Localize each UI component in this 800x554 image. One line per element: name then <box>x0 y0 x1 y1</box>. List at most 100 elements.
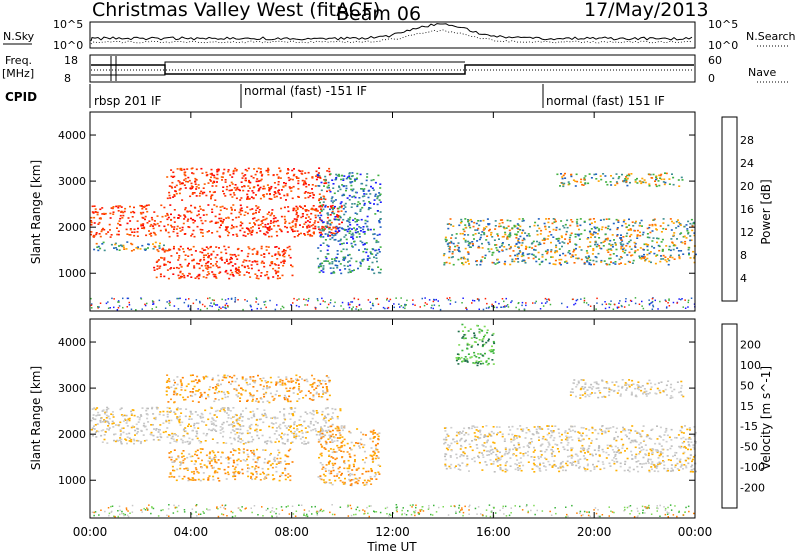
echo-cell <box>320 478 323 481</box>
echo-cell <box>296 177 298 179</box>
echo-cell <box>205 254 208 256</box>
echo-cell <box>616 306 619 309</box>
echo-cell <box>352 188 355 190</box>
echo-cell <box>216 181 218 183</box>
echo-cell <box>547 218 550 220</box>
echo-cell <box>523 309 526 311</box>
echo-cell <box>329 482 332 484</box>
echo-cell <box>617 219 620 222</box>
echo-cell <box>614 263 617 265</box>
echo-cell <box>110 413 113 415</box>
echo-cell <box>211 299 214 301</box>
echo-cell <box>339 269 342 271</box>
echo-cell <box>186 264 189 267</box>
echo-cell <box>552 450 555 453</box>
echo-cell <box>135 423 138 426</box>
echo-cell <box>126 420 129 422</box>
echo-cell <box>363 202 366 205</box>
echo-cell <box>555 229 558 231</box>
echo-cell <box>182 248 185 250</box>
echo-cell <box>605 218 608 220</box>
echo-cell <box>246 255 249 258</box>
echo-cell <box>238 211 241 214</box>
echo-cell <box>329 219 332 222</box>
echo-cell <box>290 380 293 382</box>
echo-cell <box>269 440 272 443</box>
echo-cell <box>290 430 292 433</box>
echo-cell <box>454 301 457 303</box>
echo-cell <box>447 245 450 247</box>
echo-cell <box>496 249 499 251</box>
echo-cell <box>485 226 488 228</box>
echo-cell <box>354 191 357 194</box>
echo-cell <box>120 440 122 443</box>
echo-cell <box>630 173 633 175</box>
echo-cell <box>286 226 288 229</box>
echo-cell <box>322 393 325 395</box>
echo-cell <box>277 176 280 178</box>
echo-cell <box>318 431 321 434</box>
echo-cell <box>184 258 187 261</box>
echo-cell <box>250 227 253 229</box>
echo-cell <box>484 446 487 448</box>
echo-cell <box>339 408 342 410</box>
echo-cell <box>168 300 171 302</box>
echo-cell <box>350 184 353 187</box>
echo-cell <box>158 247 161 249</box>
echo-cell <box>223 374 226 377</box>
echo-cell <box>273 397 276 400</box>
echo-cell <box>237 436 240 439</box>
noise-strip: N.Sky 10^5 10^0 10^5 10^0 N.Search <box>3 18 796 52</box>
echo-cell <box>458 250 460 252</box>
echo-cell <box>432 307 434 310</box>
echo-region <box>442 425 697 473</box>
echo-cell <box>291 178 294 181</box>
echo-cell <box>548 231 551 233</box>
echo-cell <box>160 204 163 207</box>
echo-cell <box>604 175 607 177</box>
echo-cell <box>233 473 236 475</box>
echo-cell <box>272 276 275 278</box>
echo-cell <box>263 187 266 190</box>
echo-cell <box>450 256 453 259</box>
echo-cell <box>225 260 228 262</box>
echo-cell <box>201 192 204 195</box>
echo-cell <box>226 391 229 393</box>
echo-cell <box>587 182 590 185</box>
echo-cell <box>623 251 626 254</box>
echo-cell <box>561 302 563 305</box>
echo-cell <box>247 475 250 478</box>
echo-cell <box>228 375 231 378</box>
echo-cell <box>120 407 123 409</box>
echo-cell <box>329 418 332 420</box>
echo-cell <box>171 226 173 228</box>
echo-cell <box>208 388 211 391</box>
echo-cell <box>181 439 184 442</box>
echo-cell <box>679 429 682 432</box>
echo-cell <box>362 250 365 253</box>
echo-cell <box>514 468 517 471</box>
echo-cell <box>607 225 610 227</box>
echo-cell <box>303 379 306 382</box>
echo-cell <box>247 190 250 192</box>
echo-cell <box>190 211 193 214</box>
echo-cell <box>144 249 147 251</box>
echo-cell <box>483 233 486 236</box>
echo-cell <box>190 418 193 420</box>
echo-cell <box>367 208 370 211</box>
echo-cell <box>157 428 160 431</box>
echo-cell <box>150 232 152 235</box>
echo-cell <box>301 442 303 444</box>
echo-cell <box>651 308 654 310</box>
echo-cell <box>328 379 331 382</box>
colorbar-tick-label: 4 <box>740 272 747 285</box>
echo-cell <box>464 224 467 226</box>
echo-cell <box>564 172 566 175</box>
echo-cell <box>90 216 93 219</box>
echo-cell <box>267 277 270 280</box>
echo-cell <box>328 482 331 484</box>
echo-cell <box>210 176 212 179</box>
echo-cell <box>249 304 252 307</box>
echo-cell <box>130 308 133 310</box>
echo-cell <box>683 225 686 228</box>
